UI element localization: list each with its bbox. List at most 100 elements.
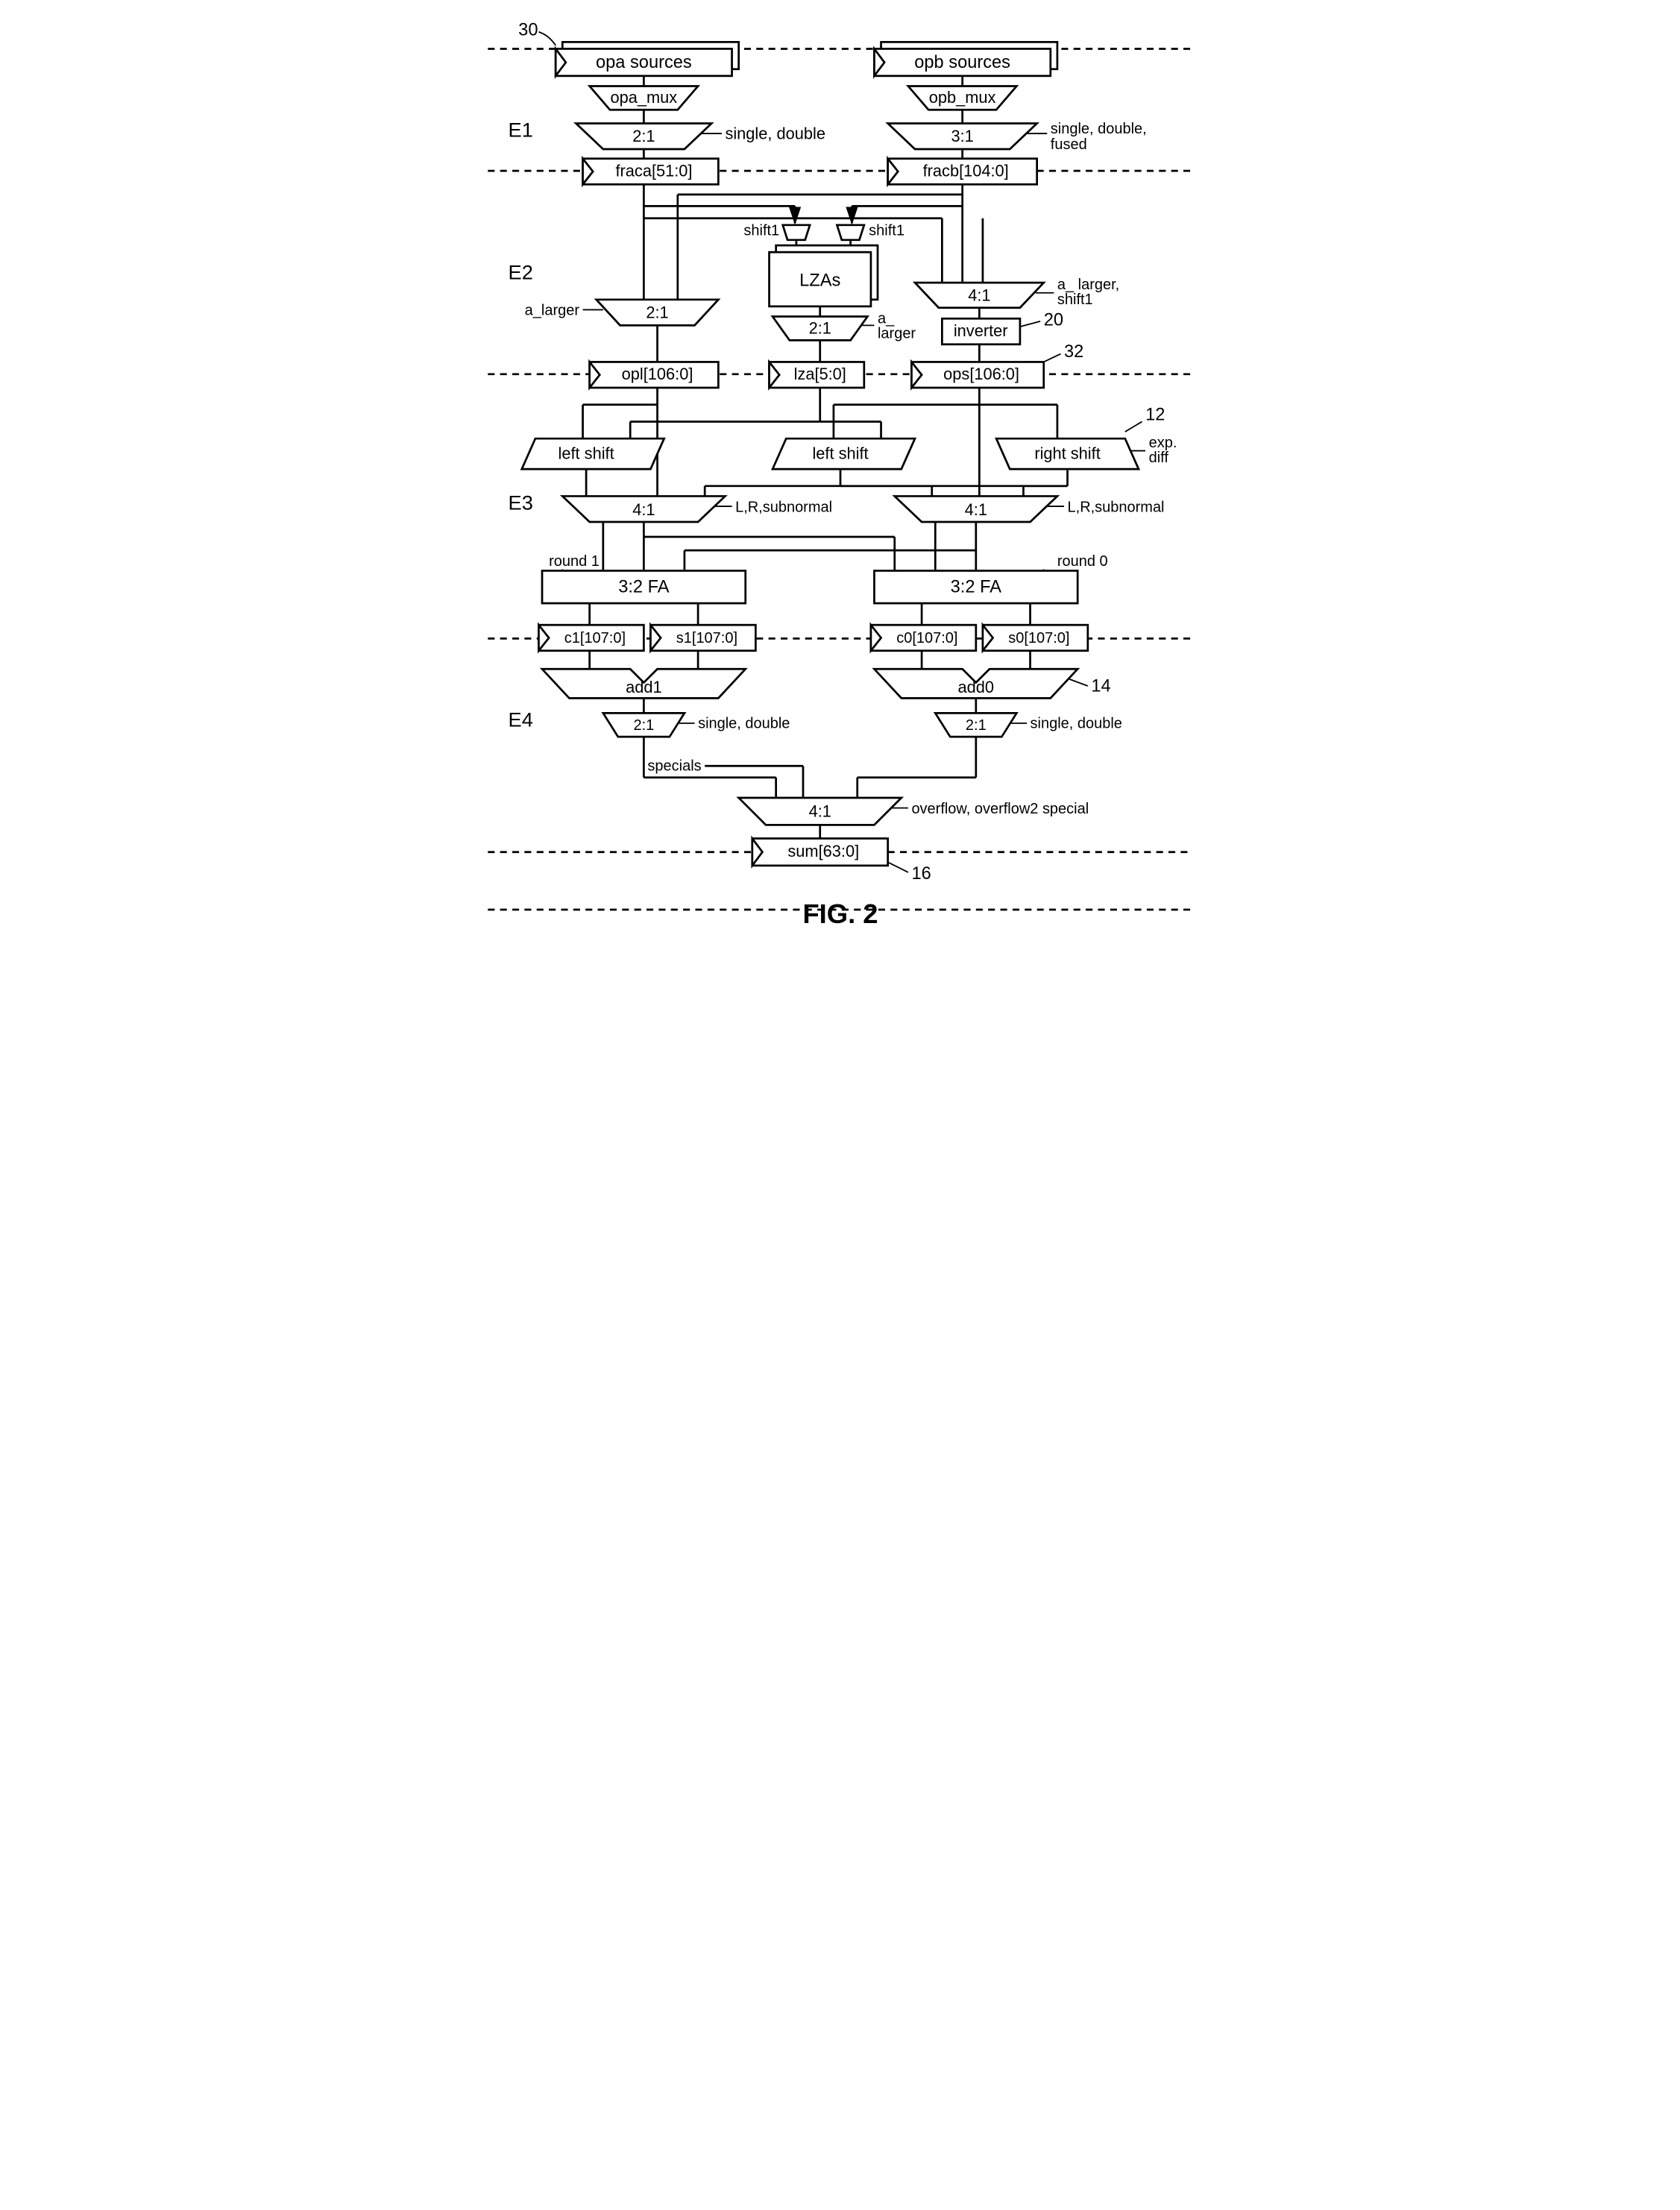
mux21-lza: 2:1 a_ larger: [773, 306, 916, 342]
svg-text:4:1: 4:1: [632, 500, 655, 519]
lzas-block: LZAs: [769, 245, 877, 306]
svg-text:2:1: 2:1: [808, 318, 831, 337]
svg-text:inverter: inverter: [953, 321, 1007, 340]
svg-text:opb sources: opb sources: [914, 53, 1010, 72]
svg-text:sum[63:0]: sum[63:0]: [787, 842, 859, 860]
svg-text:opa sources: opa sources: [596, 53, 692, 72]
svg-text:shift1: shift1: [869, 222, 905, 239]
svg-text:a_ larger,: a_ larger,: [1057, 277, 1119, 293]
shift1-mux-left: shift1: [743, 222, 810, 239]
stage-e2: E2: [508, 261, 532, 284]
svg-text:2:1: 2:1: [632, 127, 655, 145]
ops-reg: ops[106:0] 32: [911, 342, 1083, 388]
svg-text:opl[106:0]: opl[106:0]: [621, 365, 693, 383]
svg-text:3:2 FA: 3:2 FA: [950, 578, 1001, 597]
svg-text:shift1: shift1: [1057, 292, 1092, 308]
svg-text:s0[107:0]: s0[107:0]: [1008, 630, 1069, 646]
svg-text:left shift: left shift: [812, 444, 868, 462]
opb-sources-block: opb sources: [874, 42, 1057, 75]
svg-text:3:2 FA: 3:2 FA: [618, 578, 670, 597]
figure-label: FIG. 2: [802, 898, 878, 929]
svg-text:single, double: single, double: [725, 124, 825, 142]
c1-reg: c1[107:0]: [538, 625, 644, 651]
fraca-reg: fraca[51:0]: [582, 149, 718, 184]
diagram: E1 E2 E3 E4 30 opa sources opb sources o…: [468, 15, 1213, 991]
svg-text:20: 20: [1043, 310, 1063, 330]
mux21-e4-right: 2:1 single, double: [935, 713, 1122, 737]
svg-text:exp.: exp.: [1148, 435, 1177, 451]
svg-text:shift1: shift1: [743, 222, 779, 239]
svg-text:a_: a_: [877, 311, 894, 327]
mux41-e3-right: 4:1 L,R,subnormal: [894, 496, 1164, 522]
svg-text:fraca[51:0]: fraca[51:0]: [615, 161, 692, 180]
svg-text:add0: add0: [957, 678, 994, 696]
fa-right: 3:2 FA: [874, 570, 1077, 603]
svg-text:4:1: 4:1: [808, 802, 831, 820]
round1-label: round 1: [549, 553, 600, 570]
svg-text:add1: add1: [626, 678, 662, 696]
svg-text:single, double: single, double: [698, 715, 790, 731]
svg-text:LZAs: LZAs: [799, 271, 840, 291]
svg-text:16: 16: [911, 864, 931, 884]
svg-text:L,R,subnormal: L,R,subnormal: [1067, 499, 1164, 515]
svg-text:larger: larger: [877, 326, 915, 342]
mux21-e4-left: 2:1 single, double: [603, 713, 790, 737]
mux41-final: 4:1 overflow, overflow2 special: [738, 798, 1089, 825]
svg-text:opa_mux: opa_mux: [610, 88, 677, 107]
opl-reg: opl[106:0]: [589, 325, 718, 388]
svg-text:diff: diff: [1148, 450, 1168, 466]
c0-reg: c0[107:0]: [870, 625, 975, 651]
left-shift-r: left shift: [773, 438, 915, 469]
add0-block: add0 14: [874, 669, 1110, 698]
svg-text:4:1: 4:1: [968, 286, 990, 305]
svg-text:L,R,subnormal: L,R,subnormal: [735, 499, 832, 515]
svg-text:s1[107:0]: s1[107:0]: [676, 630, 737, 646]
svg-text:3:1: 3:1: [951, 127, 973, 145]
opb-mux: opb_mux: [907, 76, 1016, 110]
svg-text:4:1: 4:1: [964, 500, 987, 519]
svg-text:14: 14: [1091, 676, 1110, 696]
svg-text:left shift: left shift: [558, 444, 614, 462]
svg-text:12: 12: [1145, 406, 1165, 425]
svg-text:opb_mux: opb_mux: [928, 88, 995, 107]
svg-text:overflow, overflow2 special: overflow, overflow2 special: [911, 801, 1089, 817]
ref-30: 30: [518, 20, 538, 40]
svg-text:2:1: 2:1: [965, 717, 986, 734]
s0-reg: s0[107:0]: [982, 625, 1087, 651]
svg-text:a_larger: a_larger: [524, 303, 579, 319]
svg-text:lza[5:0]: lza[5:0]: [793, 365, 846, 383]
sum-reg: sum[63:0] 16: [752, 839, 931, 884]
mux41-e2-right: 4:1 a_ larger, shift1: [914, 218, 1119, 308]
opa-mux: opa_mux: [589, 76, 697, 110]
svg-text:right shift: right shift: [1034, 444, 1100, 462]
svg-text:single, double,: single, double,: [1050, 121, 1146, 137]
inverter-block: inverter 20: [942, 308, 1063, 344]
mux21-e1-left: 2:1 single, double: [576, 110, 825, 149]
stage-e4: E4: [508, 708, 532, 731]
add1-block: add1: [542, 669, 746, 698]
s1-reg: s1[107:0]: [650, 625, 755, 651]
svg-text:2:1: 2:1: [633, 717, 654, 734]
svg-text:2:1: 2:1: [646, 303, 668, 321]
stage-e1: E1: [508, 119, 532, 142]
svg-text:c1[107:0]: c1[107:0]: [564, 630, 625, 646]
opa-sources-block: opa sources: [556, 42, 738, 75]
lza-reg: lza[5:0]: [769, 340, 863, 388]
fa-left: 3:2 FA: [542, 570, 746, 603]
fracb-reg: fracb[104:0]: [887, 149, 1036, 184]
round0-label: round 0: [1057, 553, 1107, 570]
svg-text:fracb[104:0]: fracb[104:0]: [922, 161, 1008, 180]
mux41-e3-left: 4:1 L,R,subnormal: [562, 496, 832, 522]
mux21-e2-left: 2:1 a_larger: [524, 300, 718, 326]
svg-text:fused: fused: [1050, 136, 1086, 153]
right-shift: right shift exp. diff 12: [996, 406, 1177, 469]
mux31-e1-right: 3:1 single, double, fused: [887, 110, 1146, 153]
shift1-mux-right: shift1: [837, 222, 904, 239]
svg-text:32: 32: [1063, 342, 1083, 362]
ref-30-line: [538, 32, 556, 45]
specials-label: specials: [647, 758, 701, 775]
svg-text:single, double: single, double: [1030, 715, 1121, 731]
left-shift-l: left shift: [521, 438, 664, 469]
svg-text:ops[106:0]: ops[106:0]: [943, 365, 1019, 383]
svg-text:c0[107:0]: c0[107:0]: [896, 630, 957, 646]
